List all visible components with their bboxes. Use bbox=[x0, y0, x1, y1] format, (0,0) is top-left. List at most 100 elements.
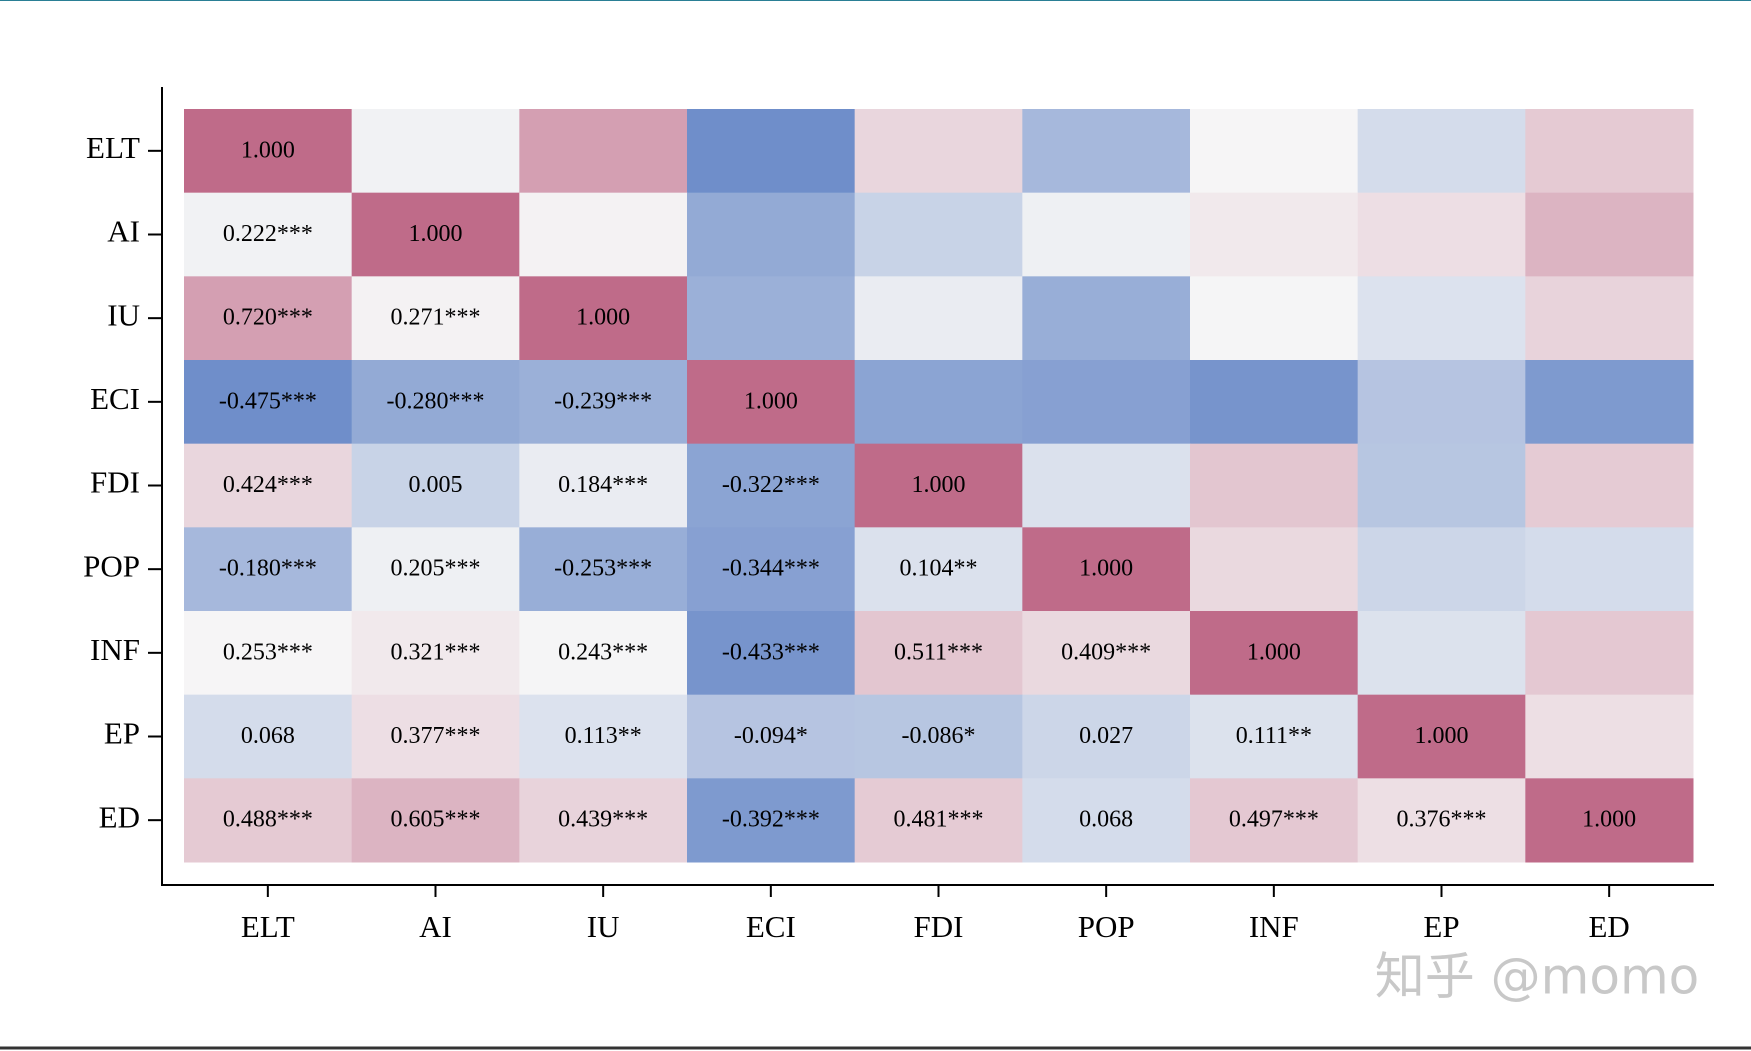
heatmap-cell bbox=[1525, 443, 1694, 528]
heatmap-cell bbox=[1357, 109, 1526, 194]
cell-label: 0.205*** bbox=[391, 556, 481, 582]
heatmap-cell bbox=[1190, 276, 1359, 361]
x-tick-label: ED bbox=[1589, 909, 1630, 944]
heatmap-cell bbox=[854, 694, 1023, 779]
heatmap-cell bbox=[854, 109, 1023, 194]
cell-label: 0.027 bbox=[1079, 723, 1133, 749]
heatmap-cell bbox=[1190, 443, 1359, 528]
y-tick-label: AI bbox=[107, 214, 140, 249]
heatmap-cell bbox=[687, 611, 856, 696]
heatmap-cell bbox=[1357, 192, 1526, 277]
cell-label: 1.000 bbox=[1247, 639, 1301, 665]
heatmap-cell bbox=[1357, 778, 1526, 863]
heatmap-cell bbox=[1022, 611, 1191, 696]
watermark: 知乎 @momo bbox=[1375, 948, 1700, 1006]
heatmap-cell bbox=[687, 276, 856, 361]
cell-label: 1.000 bbox=[1415, 723, 1469, 749]
x-tick-label: AI bbox=[419, 909, 452, 944]
heatmap-cell bbox=[184, 443, 353, 528]
heatmap-cell bbox=[687, 527, 856, 612]
heatmap-cell bbox=[351, 276, 520, 361]
cell-label: 0.184*** bbox=[558, 472, 648, 498]
y-tick-label: ELT bbox=[86, 130, 140, 165]
heatmap-cell bbox=[184, 527, 353, 612]
heatmap-cell bbox=[519, 360, 688, 445]
heatmap-cell bbox=[854, 527, 1023, 612]
heatmap-cell bbox=[184, 694, 353, 779]
heatmap-cell bbox=[1525, 192, 1694, 277]
heatmap-cell bbox=[854, 778, 1023, 863]
heatmap-cell bbox=[1525, 611, 1694, 696]
heatmap-cell bbox=[1022, 276, 1191, 361]
y-tick-label: EP bbox=[104, 716, 140, 751]
heatmap-cell bbox=[351, 109, 520, 194]
y-tick-label: ECI bbox=[90, 381, 140, 416]
heatmap-cell bbox=[1190, 694, 1359, 779]
heatmap-cell bbox=[519, 109, 688, 194]
cell-label: 0.321*** bbox=[391, 639, 481, 665]
cell-label: 0.104** bbox=[900, 556, 978, 582]
heatmap-cell bbox=[184, 360, 353, 445]
heatmap-cell bbox=[184, 276, 353, 361]
heatmap-cell bbox=[1525, 109, 1694, 194]
cell-label: 0.488*** bbox=[223, 807, 313, 833]
heatmap-cell bbox=[351, 611, 520, 696]
heatmap-cell bbox=[1525, 527, 1694, 612]
heatmap-cell bbox=[1357, 611, 1526, 696]
cell-label: 0.068 bbox=[1079, 807, 1133, 833]
cell-label: 0.113** bbox=[565, 723, 642, 749]
heatmap-cell bbox=[1525, 276, 1694, 361]
heatmap-cell bbox=[687, 192, 856, 277]
heatmap-cell bbox=[1525, 694, 1694, 779]
cell-label: -0.322*** bbox=[722, 472, 820, 498]
heatmap-cell bbox=[1022, 694, 1191, 779]
cell-label: 0.377*** bbox=[391, 723, 481, 749]
y-tick-label: ED bbox=[99, 799, 140, 834]
cell-label: -0.239*** bbox=[554, 388, 652, 414]
cell-label: 0.409*** bbox=[1061, 639, 1151, 665]
heatmap-cell bbox=[351, 778, 520, 863]
heatmap-cell bbox=[1525, 778, 1694, 863]
heatmap-cell bbox=[854, 360, 1023, 445]
heatmap-cell bbox=[351, 360, 520, 445]
y-tick-label: POP bbox=[83, 548, 140, 583]
heatmap-cell bbox=[1022, 778, 1191, 863]
heatmap-cell bbox=[687, 443, 856, 528]
heatmap-cell bbox=[687, 109, 856, 194]
cell-label: 1.000 bbox=[1079, 556, 1133, 582]
cell-label: -0.086* bbox=[902, 723, 976, 749]
x-tick-label: POP bbox=[1078, 909, 1135, 944]
heatmap-cell bbox=[1357, 360, 1526, 445]
heatmap-cell bbox=[519, 527, 688, 612]
cell-label: 0.243*** bbox=[558, 639, 648, 665]
heatmap-cell bbox=[184, 192, 353, 277]
cell-label: 1.000 bbox=[241, 137, 295, 163]
cell-label: 1.000 bbox=[409, 221, 463, 247]
cell-label: 0.439*** bbox=[558, 807, 648, 833]
y-tick-label: FDI bbox=[90, 465, 140, 500]
x-tick-label: EP bbox=[1423, 909, 1459, 944]
heatmap-cell bbox=[1022, 527, 1191, 612]
heatmap-cell bbox=[351, 694, 520, 779]
heatmap-cell bbox=[1190, 527, 1359, 612]
cell-label: 0.424*** bbox=[223, 472, 313, 498]
heatmap-cell bbox=[519, 694, 688, 779]
heatmap-cell bbox=[1022, 360, 1191, 445]
cell-label: 0.605*** bbox=[391, 807, 481, 833]
heatmap-cell bbox=[519, 443, 688, 528]
heatmap-cell bbox=[1190, 360, 1359, 445]
heatmap-cell bbox=[351, 443, 520, 528]
cell-label: -0.280*** bbox=[387, 388, 485, 414]
heatmap-cell bbox=[519, 276, 688, 361]
cell-label: -0.253*** bbox=[554, 556, 652, 582]
cell-label: -0.344*** bbox=[722, 556, 820, 582]
heatmap-cell bbox=[351, 527, 520, 612]
heatmap-cell bbox=[184, 611, 353, 696]
cell-label: 0.497*** bbox=[1229, 807, 1319, 833]
cell-label: -0.475*** bbox=[219, 388, 317, 414]
x-tick-label: IU bbox=[587, 909, 620, 944]
x-tick-label: INF bbox=[1249, 909, 1299, 944]
heatmap-cell bbox=[854, 192, 1023, 277]
cell-label: 0.253*** bbox=[223, 639, 313, 665]
heatmap-cell bbox=[1190, 192, 1359, 277]
